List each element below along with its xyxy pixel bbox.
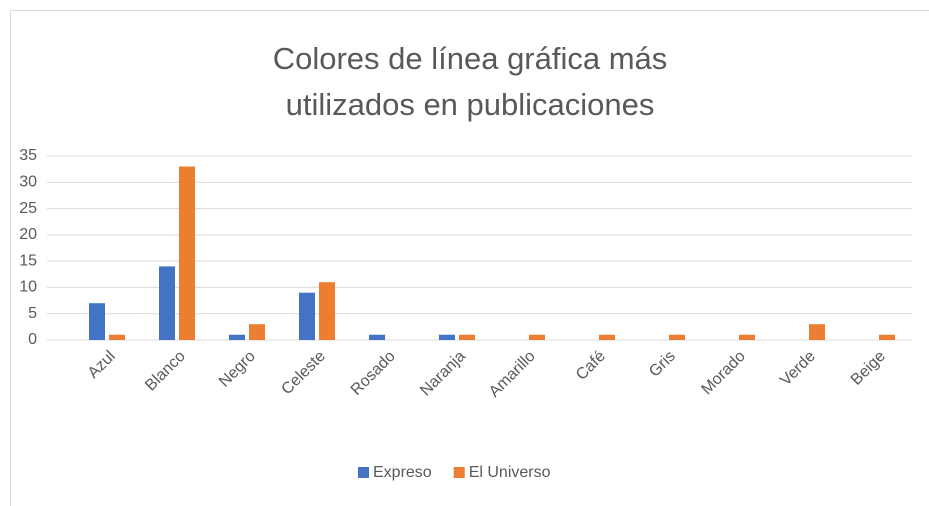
bar [809, 324, 825, 340]
x-tick-label: Amarillo [486, 348, 539, 401]
x-tick-label: Rosado [348, 348, 399, 399]
y-tick-label: 0 [28, 331, 37, 348]
bar [229, 334, 245, 340]
legend-swatch [453, 467, 465, 478]
bar [89, 303, 105, 340]
x-tick-label: Negro [216, 348, 259, 391]
legend-label: El Universo [469, 464, 551, 481]
bar [879, 334, 895, 340]
y-tick-label: 15 [19, 252, 37, 269]
x-tick-label: Gris [646, 348, 679, 381]
bar [179, 166, 195, 340]
chart-title: Colores de línea gráfica más utilizados … [272, 41, 668, 122]
y-tick-label: 5 [28, 305, 37, 322]
bar [459, 334, 475, 340]
bar [529, 334, 545, 340]
bar [109, 334, 125, 340]
x-tick-label: Café [573, 348, 609, 384]
bar [669, 334, 685, 340]
x-tick-label: Morado [698, 348, 748, 398]
chart-border [10, 10, 929, 506]
bar [369, 334, 385, 340]
x-tick-label: Celeste [278, 348, 328, 398]
x-tick-label: Naranja [417, 348, 469, 400]
bar [739, 334, 755, 340]
legend-swatch [358, 467, 369, 478]
bar [299, 292, 315, 340]
y-tick-label: 20 [19, 226, 37, 243]
bar [599, 334, 615, 340]
y-tick-label: 30 [19, 174, 37, 191]
bar [319, 282, 335, 340]
x-tick-label: Blanco [142, 348, 189, 395]
x-tick-label: Azul [85, 348, 119, 382]
bar [159, 266, 175, 340]
y-tick-label: 10 [19, 279, 37, 296]
y-tick-label: 25 [19, 200, 37, 217]
y-tick-label: 35 [19, 147, 37, 164]
x-tick-label: Verde [777, 348, 819, 390]
legend-label: Expreso [373, 464, 432, 481]
bar [249, 324, 265, 340]
x-tick-label: Beige [848, 348, 889, 389]
bar [439, 334, 455, 340]
